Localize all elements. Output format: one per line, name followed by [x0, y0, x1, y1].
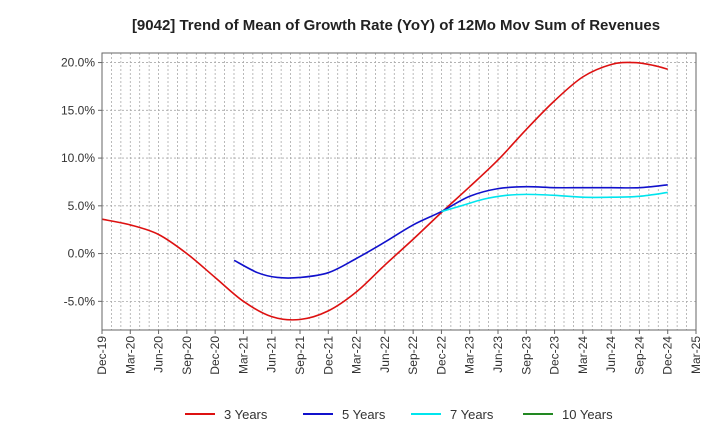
x-tick-label: Dec-22 — [434, 336, 448, 375]
x-tick-label: Mar-25 — [689, 336, 703, 374]
legend-label-3-years: 3 Years — [224, 407, 268, 422]
legend-label-7-years: 7 Years — [450, 407, 494, 422]
legend-label-5-years: 5 Years — [342, 407, 386, 422]
legend-label-10-years: 10 Years — [562, 407, 613, 422]
plot-area — [101, 52, 697, 331]
legend: 3 Years 5 Years 7 Years 10 Years — [185, 407, 613, 422]
x-tick-label: Sep-22 — [406, 336, 420, 375]
x-tick-label: Dec-20 — [208, 336, 222, 375]
x-tick-label: Sep-24 — [632, 336, 646, 375]
x-axis: Dec-19 Mar-20 Jun-20 Sep-20 Dec-20 Mar-21 Jun-… — [95, 330, 703, 375]
y-tick-label: 5.0% — [68, 199, 96, 213]
series-line-7-years — [441, 191, 668, 213]
x-tick-label: Sep-20 — [180, 336, 194, 375]
y-tick-label: 20.0% — [61, 56, 95, 70]
x-tick-label: Jun-20 — [152, 336, 166, 373]
chart-title: [9042] Trend of Mean of Growth Rate (YoY… — [132, 17, 660, 34]
y-tick-label: -5.0% — [64, 294, 96, 308]
x-tick-label: Mar-24 — [576, 336, 590, 374]
x-tick-label: Mar-22 — [350, 336, 364, 374]
grid — [102, 53, 696, 330]
y-axis: -5.0% 0.0% 5.0% 10.0% 15.0% 20.0% — [61, 56, 102, 308]
series-layer — [101, 61, 668, 321]
x-tick-label: Sep-23 — [519, 336, 533, 375]
x-tick-label: Dec-19 — [95, 336, 109, 375]
series-line-3-years — [101, 61, 668, 321]
x-tick-label: Mar-21 — [236, 336, 250, 374]
x-tick-label: Dec-21 — [321, 336, 335, 375]
x-tick-label: Jun-23 — [491, 336, 505, 373]
x-tick-label: Dec-24 — [661, 336, 675, 375]
x-tick-label: Jun-21 — [265, 336, 279, 373]
x-tick-label: Jun-22 — [378, 336, 392, 373]
y-tick-label: 10.0% — [61, 151, 95, 165]
x-tick-label: Mar-20 — [123, 336, 137, 374]
x-tick-label: Mar-23 — [463, 336, 477, 374]
y-tick-label: 0.0% — [68, 247, 96, 261]
y-tick-label: 15.0% — [61, 103, 95, 117]
x-tick-label: Sep-21 — [293, 336, 307, 375]
x-tick-label: Jun-24 — [604, 336, 618, 373]
x-tick-label: Dec-23 — [548, 336, 562, 375]
